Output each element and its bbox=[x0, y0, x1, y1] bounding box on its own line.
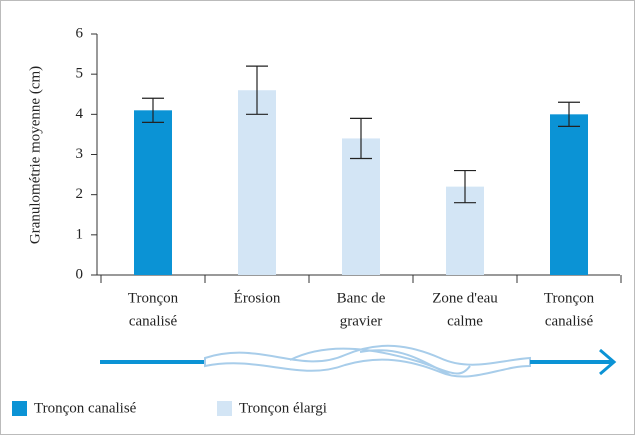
x-tick-label: gravier bbox=[340, 313, 382, 329]
y-tick-label: 0 bbox=[76, 266, 84, 282]
x-tick-label: Banc de bbox=[337, 290, 386, 306]
y-tick-label: 6 bbox=[76, 25, 84, 41]
y-axis-label: Granulométrie moyenne (cm) bbox=[27, 66, 43, 244]
x-tick-label: Zone d'eau bbox=[432, 290, 498, 306]
legend-swatch bbox=[12, 401, 27, 416]
x-tick-label: Tronçon bbox=[128, 290, 179, 306]
y-tick-label: 4 bbox=[76, 106, 84, 122]
x-tick-label: canalisé bbox=[545, 313, 594, 329]
y-tick-label: 5 bbox=[76, 66, 84, 82]
chart: Granulométrie moyenne (cm) 0 1 2 3 4 5 6 Tronço… bbox=[0, 0, 635, 435]
y-tick-label: 2 bbox=[76, 186, 84, 202]
y-tick-label: 1 bbox=[76, 226, 84, 242]
x-tick-label: calme bbox=[447, 313, 483, 329]
y-tick-label: 3 bbox=[76, 146, 84, 162]
legend-swatch bbox=[217, 401, 232, 416]
legend-label: Tronçon canalisé bbox=[34, 400, 137, 416]
x-tick-label: canalisé bbox=[129, 313, 178, 329]
legend-label: Tronçon élargi bbox=[239, 400, 327, 416]
x-tick-label: Tronçon bbox=[544, 290, 595, 306]
bar bbox=[238, 90, 276, 275]
x-tick-label: Érosion bbox=[234, 289, 281, 306]
bar bbox=[134, 110, 172, 275]
frame bbox=[1, 1, 635, 435]
bar bbox=[550, 114, 588, 275]
